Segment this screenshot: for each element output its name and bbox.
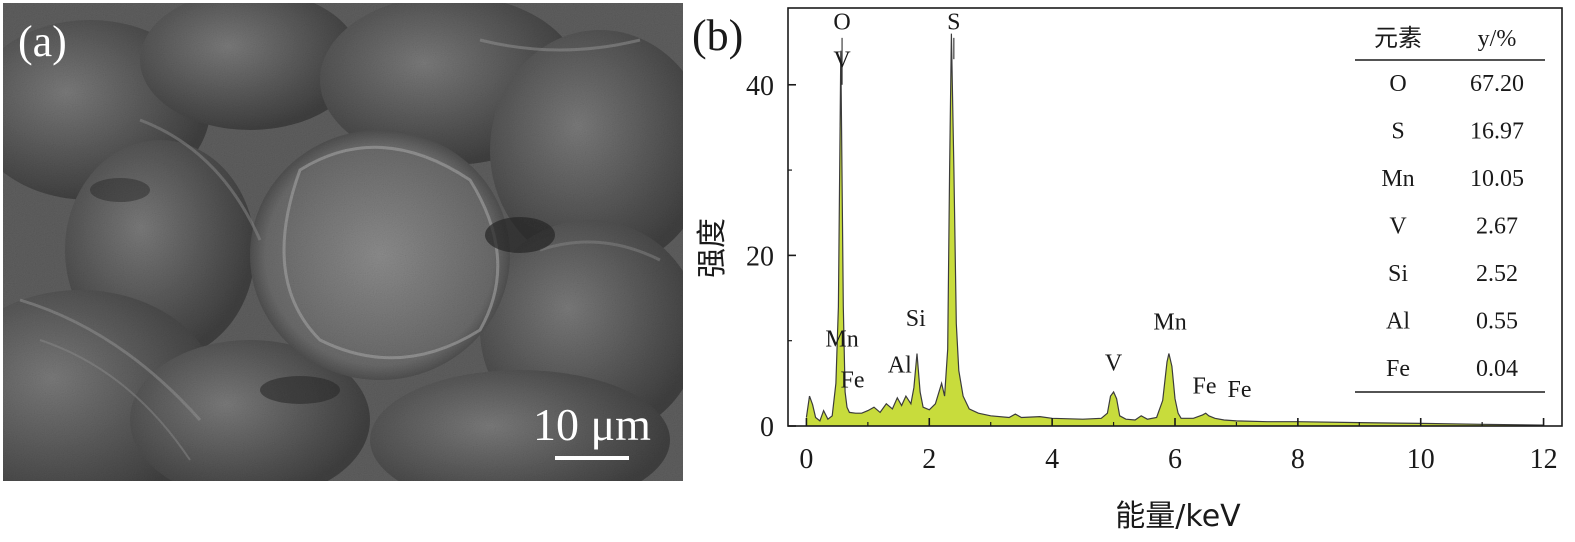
peak-label: O xyxy=(833,9,850,35)
axes: 0 2 4 6 8 10 12 0 20 40 xyxy=(746,7,1563,475)
table-cell-element: Al xyxy=(1386,309,1410,335)
table-cell-percent: 16.97 xyxy=(1470,119,1524,145)
table-cell-percent: 67.20 xyxy=(1470,71,1524,97)
y-tick-label: 40 xyxy=(746,71,774,102)
x-tick-label: 6 xyxy=(1168,444,1182,475)
table-cell-percent: 0.55 xyxy=(1476,309,1518,335)
table-cell-percent: 0.04 xyxy=(1476,356,1518,382)
table-cell-percent: 2.52 xyxy=(1476,261,1518,287)
x-tick-label: 0 xyxy=(799,444,813,475)
spectrum-area xyxy=(806,33,1544,426)
table-header-element: 元素 xyxy=(1374,24,1422,52)
scale-bar-label: 10 μm xyxy=(533,399,651,450)
x-axis-label: 能量/keV xyxy=(1115,499,1241,534)
peak-label: Fe xyxy=(1192,374,1216,400)
peak-label: Fe xyxy=(841,368,865,394)
x-tick-label: 2 xyxy=(922,444,936,475)
table-cell-element: Si xyxy=(1388,261,1408,287)
table-cell-element: Fe xyxy=(1386,356,1410,382)
plot-area xyxy=(805,33,1544,426)
y-tick-label: 0 xyxy=(760,412,774,443)
spectrum-outline xyxy=(805,33,1544,426)
table-cell-element: Mn xyxy=(1381,166,1414,192)
table-header-percent: y/% xyxy=(1478,26,1517,52)
scale-bar xyxy=(555,456,629,460)
x-tick-label: 12 xyxy=(1530,444,1558,475)
composition-table: 元素 y/% O 67.20 S 16.97 Mn 10.05 V 2.67 Si 2.52 Al 0.5… xyxy=(1355,24,1545,393)
peak-label: Fe xyxy=(1228,377,1252,403)
x-tick-label: 8 xyxy=(1291,444,1305,475)
peak-label: Al xyxy=(888,352,912,378)
peak-label: Mn xyxy=(1153,310,1186,336)
table-cell-element: V xyxy=(1389,214,1407,240)
peak-label: S xyxy=(947,9,960,35)
sem-micrograph-panel: (a) 10 μm xyxy=(3,3,683,481)
peak-label: Si xyxy=(906,306,926,332)
y-tick-label: 20 xyxy=(746,241,774,272)
eds-spectrum-panel: (b) 0 2 4 6 8 10 12 0 20 40 O V S Mn Fe Al Si V Mn Fe Fe 能量… xyxy=(692,7,1563,534)
y-axis-label: 强度 xyxy=(695,218,730,278)
table-cell-element: O xyxy=(1389,71,1406,97)
x-tick-label: 10 xyxy=(1407,444,1435,475)
table-cell-percent: 2.67 xyxy=(1476,214,1518,240)
panel-b-label: (b) xyxy=(692,11,743,60)
panel-a-label: (a) xyxy=(18,17,67,66)
peak-label: V xyxy=(1105,351,1123,377)
table-cell-percent: 10.05 xyxy=(1470,166,1524,192)
peak-label: Mn xyxy=(825,327,858,353)
table-cell-element: S xyxy=(1391,119,1404,145)
x-tick-label: 4 xyxy=(1045,444,1059,475)
sem-texture xyxy=(3,3,683,481)
